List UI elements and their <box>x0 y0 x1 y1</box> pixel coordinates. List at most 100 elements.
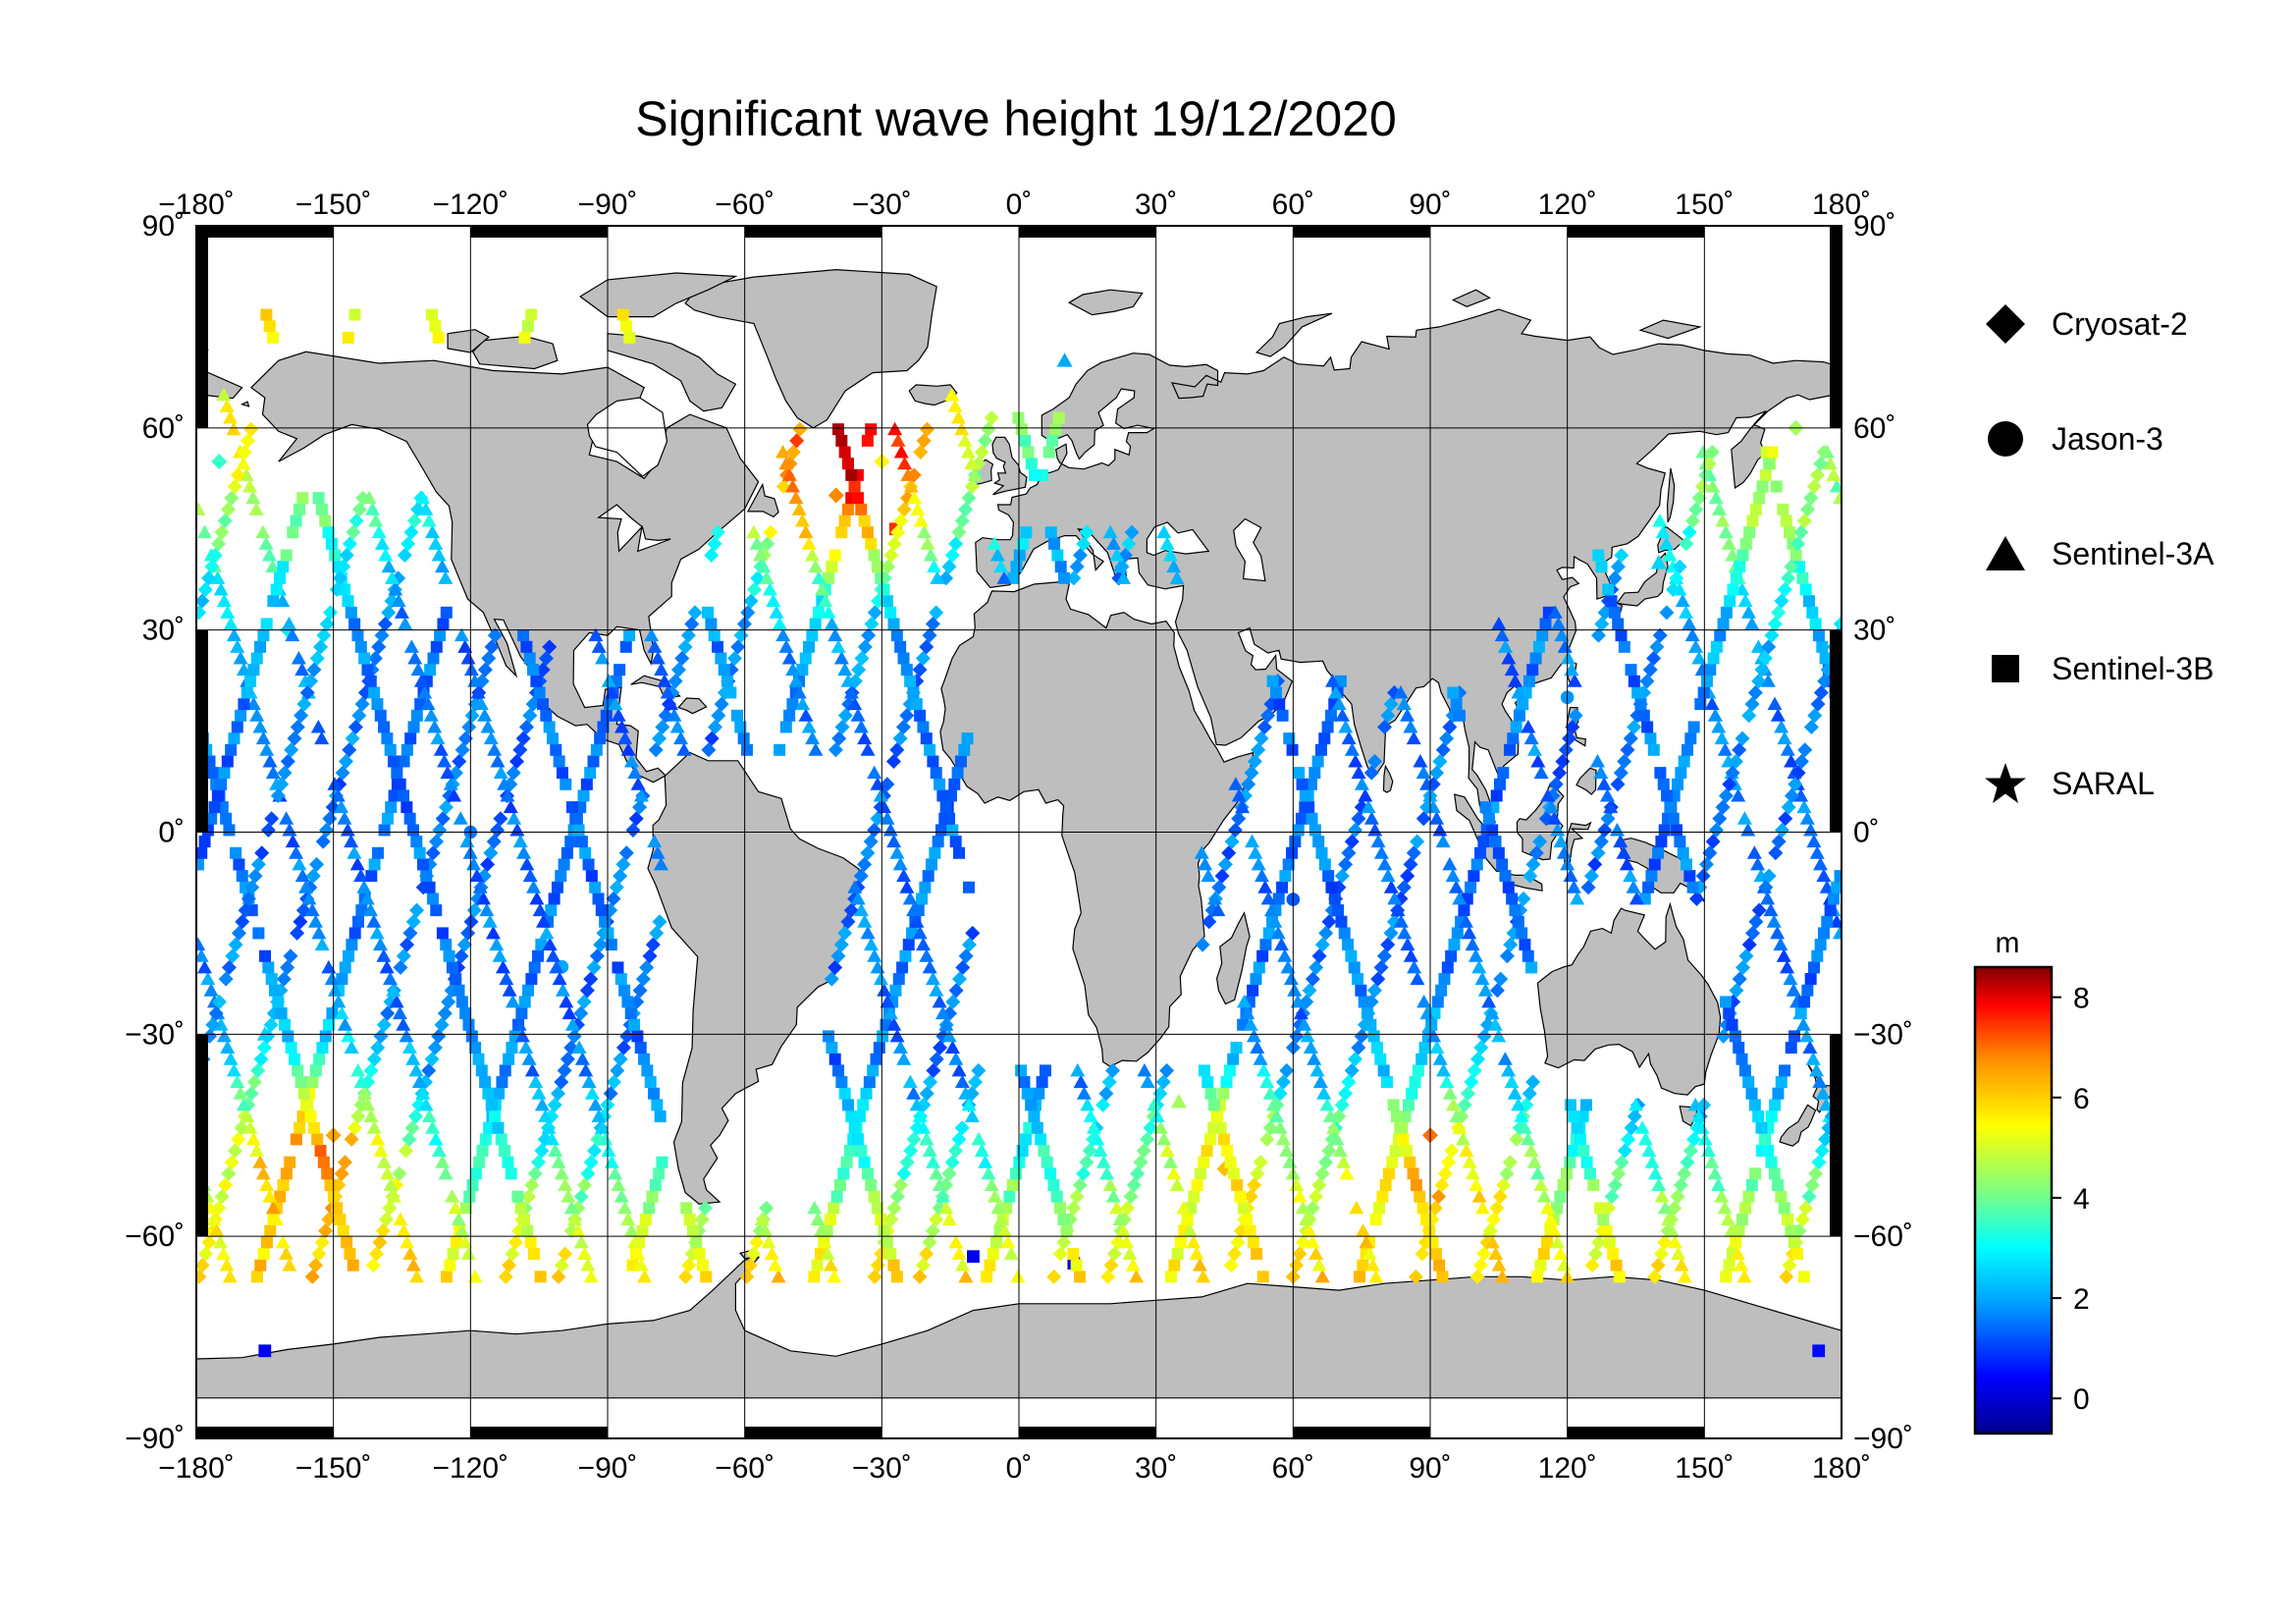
track-point-square <box>1587 1179 1600 1192</box>
track-point-diamond <box>398 1143 413 1159</box>
track-point-diamond <box>1311 1177 1327 1193</box>
track-point-diamond <box>1105 1062 1121 1078</box>
track-point-diamond <box>1657 1234 1673 1250</box>
track-point-triangle <box>605 684 620 699</box>
track-point-diamond <box>1649 639 1665 655</box>
track-point-triangle <box>466 856 482 871</box>
track-point-square <box>822 571 834 584</box>
track-point-square <box>584 767 597 780</box>
track-point-square <box>558 858 570 871</box>
track-point-diamond <box>1321 1143 1337 1159</box>
track-point-diamond <box>853 868 869 884</box>
track-point-diamond <box>1341 845 1357 861</box>
track-point-square <box>1435 984 1448 997</box>
track-point-triangle <box>1448 880 1464 893</box>
track-point-diamond <box>1767 616 1783 631</box>
track-point-square <box>495 1133 507 1146</box>
track-point-square <box>292 1064 304 1077</box>
track-point-diamond <box>1439 730 1455 746</box>
track-point-diamond <box>1066 1200 1082 1216</box>
track-point-square <box>1681 743 1693 756</box>
track-point-triangle <box>1704 1155 1720 1168</box>
track-point-square <box>786 698 799 711</box>
track-point-diamond <box>481 650 497 666</box>
track-point-diamond <box>1231 811 1247 827</box>
track-point-square <box>1793 561 1806 573</box>
track-point-diamond <box>837 925 853 941</box>
track-point-triangle <box>265 765 281 780</box>
track-point-diamond <box>355 490 371 506</box>
track-point-triangle <box>1760 891 1776 905</box>
track-point-diamond <box>1680 1155 1695 1170</box>
track-point-diamond <box>256 1040 272 1055</box>
track-point-square <box>345 606 357 619</box>
track-point-diamond <box>308 1258 324 1273</box>
track-point-triangle <box>964 1109 980 1123</box>
track-point-triangle <box>1468 1177 1484 1192</box>
track-point-square <box>861 1167 874 1180</box>
track-point-square <box>1612 618 1625 630</box>
track-point-triangle <box>1599 787 1615 802</box>
track-point-triangle <box>644 627 660 642</box>
track-point-triangle <box>1523 730 1539 745</box>
track-point-diamond <box>461 719 477 734</box>
track-point-triangle <box>1458 914 1473 928</box>
track-point-diamond <box>1289 1258 1305 1273</box>
track-point-square <box>342 595 354 608</box>
track-point-square <box>878 583 890 596</box>
track-point-diamond <box>1195 937 1210 952</box>
track-point-diamond <box>521 1189 537 1205</box>
track-point-diamond <box>1748 914 1764 930</box>
track-point-square <box>334 1214 347 1226</box>
track-point-square <box>1697 686 1710 699</box>
track-point-square <box>932 836 944 848</box>
track-point-square <box>479 1133 492 1146</box>
track-point-diamond <box>283 948 298 964</box>
track-point-triangle <box>996 570 1012 584</box>
track-point-triangle <box>275 1234 291 1249</box>
track-point-triangle <box>1705 479 1721 493</box>
track-point-triangle <box>1446 1097 1462 1111</box>
track-point-square <box>368 686 381 699</box>
track-point-triangle <box>1561 650 1576 665</box>
track-point-diamond <box>1415 811 1431 827</box>
track-point-square <box>873 1042 885 1055</box>
track-point-triangle <box>1815 1086 1831 1100</box>
track-point-triangle <box>1169 1177 1185 1192</box>
track-point-diamond <box>610 1062 625 1078</box>
track-point-square <box>628 1018 641 1031</box>
track-point-diamond <box>1224 834 1240 849</box>
track-point-diamond <box>367 650 383 666</box>
track-point-square <box>1756 480 1769 493</box>
track-point-square <box>806 629 819 642</box>
track-point-triangle <box>798 708 814 722</box>
track-point-triangle <box>1805 1052 1821 1065</box>
track-point-triangle <box>453 811 468 825</box>
track-point-square <box>599 915 612 928</box>
track-point-triangle <box>1349 1200 1364 1215</box>
track-point-square <box>1739 1202 1752 1215</box>
track-point-square <box>339 961 351 974</box>
track-point-diamond <box>198 1246 214 1262</box>
track-point-triangle <box>1508 674 1523 687</box>
track-point-square <box>1054 1202 1067 1215</box>
track-point-square <box>861 526 874 539</box>
track-point-square <box>1799 583 1812 596</box>
track-point-square <box>1509 904 1522 917</box>
track-point-diamond <box>276 971 292 987</box>
track-point-diamond <box>1751 902 1767 918</box>
track-point-square <box>1382 1167 1395 1180</box>
track-point-square <box>1315 846 1328 859</box>
track-point-triangle <box>370 1131 386 1146</box>
track-point-square <box>614 664 626 676</box>
track-point-triangle <box>511 1017 527 1031</box>
track-point-triangle <box>1314 1269 1330 1283</box>
track-point-square <box>1015 1064 1028 1077</box>
track-point-square <box>680 1202 693 1215</box>
track-point-triangle <box>460 650 476 665</box>
track-point-square <box>525 308 538 321</box>
track-point-diamond <box>1627 1109 1642 1124</box>
track-point-triangle <box>421 1109 437 1123</box>
track-point-square <box>306 1076 319 1089</box>
track-point-square <box>600 709 613 722</box>
